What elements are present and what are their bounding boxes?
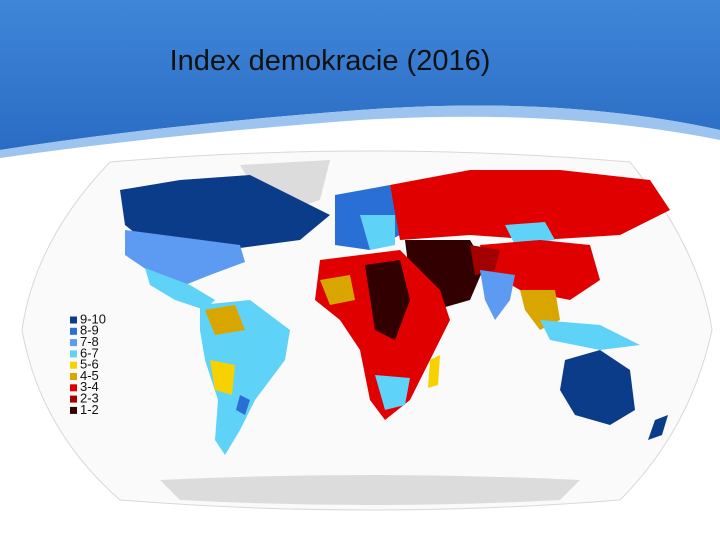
legend-swatch bbox=[70, 339, 77, 347]
central-asia bbox=[470, 245, 500, 275]
legend-label: 2-3 bbox=[80, 391, 99, 406]
legend: 9-108-97-86-75-64-53-42-31-2 bbox=[70, 311, 106, 417]
legend-swatch bbox=[70, 316, 77, 324]
uruguay bbox=[236, 395, 250, 415]
legend-swatch bbox=[70, 327, 77, 335]
central-america bbox=[145, 268, 215, 310]
antarctica bbox=[160, 475, 580, 505]
legend-label: 7-8 bbox=[80, 334, 99, 349]
legend-label: 9-10 bbox=[80, 311, 106, 326]
venezuela-region bbox=[205, 305, 245, 335]
india bbox=[480, 270, 515, 320]
header-banner bbox=[0, 0, 720, 150]
west-africa bbox=[320, 275, 355, 305]
south-america bbox=[200, 300, 290, 455]
legend-swatch bbox=[70, 350, 77, 358]
legend-swatch bbox=[70, 406, 77, 414]
legend-swatch bbox=[70, 361, 77, 369]
sahel bbox=[365, 260, 410, 340]
usa bbox=[125, 230, 245, 285]
canada bbox=[120, 175, 330, 248]
bolivia-region bbox=[210, 360, 235, 395]
header-wave bbox=[0, 105, 720, 158]
indonesia bbox=[540, 320, 640, 350]
legend-swatch bbox=[70, 373, 77, 380]
legend-label: 3-4 bbox=[80, 379, 99, 394]
south-africa bbox=[375, 375, 410, 410]
mongolia bbox=[505, 222, 555, 245]
legend-label: 1-2 bbox=[80, 402, 99, 417]
legend-label: 8-9 bbox=[80, 323, 99, 338]
madagascar bbox=[428, 355, 440, 388]
greenland bbox=[240, 160, 330, 210]
russia bbox=[390, 170, 670, 240]
legend-swatch bbox=[70, 384, 77, 392]
legend-label: 5-6 bbox=[80, 357, 99, 372]
new-zealand bbox=[648, 415, 668, 440]
legend-label: 6-7 bbox=[80, 345, 99, 360]
legend-swatch bbox=[70, 395, 77, 403]
southeast-asia bbox=[520, 290, 560, 330]
australia bbox=[560, 350, 635, 425]
east-europe bbox=[360, 215, 395, 250]
china bbox=[480, 240, 600, 300]
world-map bbox=[21, 150, 713, 511]
legend-label: 4-5 bbox=[80, 368, 99, 383]
slide-title: Index demokracie (2016) bbox=[170, 45, 491, 77]
